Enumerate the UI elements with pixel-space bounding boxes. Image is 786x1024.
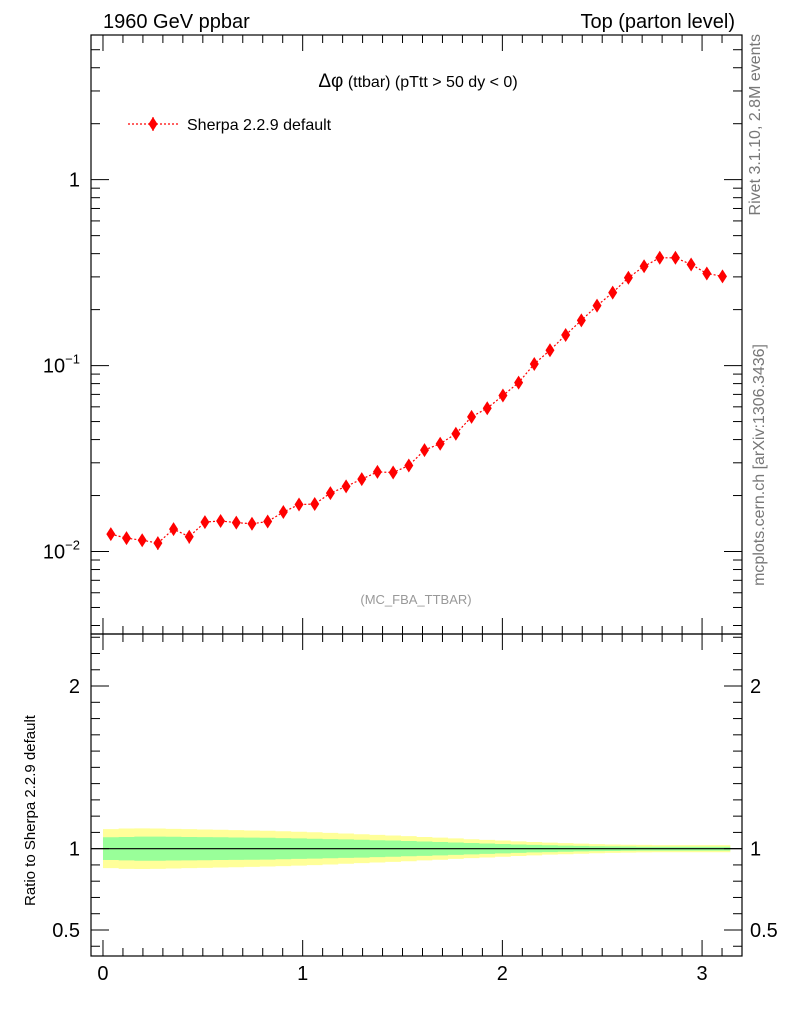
ratio-panel: 0.5 1 2 0.5 1 2 0 1 2 3 Ratio to Sherpa … [22, 633, 778, 985]
data-point [623, 270, 633, 285]
series-sherpa [106, 250, 727, 551]
data-point [122, 531, 132, 546]
data-point [608, 285, 618, 300]
ratio-y-tick-label-1: 1 [69, 839, 80, 861]
data-point [686, 257, 696, 272]
ratio-right-tick-label-1: 1 [750, 839, 761, 861]
rivet-version-label: Rivet 3.1.10, 2.8M events [747, 34, 764, 215]
data-point [372, 464, 382, 479]
data-point [514, 375, 524, 390]
data-point [435, 436, 445, 451]
process-label: Top (parton level) [580, 11, 735, 33]
data-point [341, 479, 351, 494]
main-axis-ticks [91, 34, 742, 634]
data-point [717, 269, 727, 284]
ratio-y-tick-label-2: 2 [69, 676, 80, 698]
data-point [576, 313, 586, 328]
legend: Sherpa 2.2.9 default [128, 117, 332, 134]
data-point [137, 533, 147, 548]
ratio-axis-ticks [91, 634, 742, 956]
analysis-tag: (MC_FBA_TTBAR) [360, 592, 471, 607]
data-point [231, 515, 241, 530]
legend-entry-sherpa: Sherpa 2.2.9 default [187, 117, 332, 134]
data-point [357, 472, 367, 487]
ratio-y-axis-label: Ratio to Sherpa 2.2.9 default [22, 714, 39, 906]
y-tick-label-1e-1: 10−1 [43, 352, 80, 378]
data-point [106, 527, 116, 542]
data-point [294, 497, 304, 512]
data-point [247, 516, 257, 531]
data-point [278, 505, 288, 520]
data-point [216, 513, 226, 528]
x-tick-label-0: 0 [97, 963, 108, 985]
data-point [404, 458, 414, 473]
data-point [498, 388, 508, 403]
data-point [467, 409, 477, 424]
x-tick-label-3: 3 [696, 963, 707, 985]
ratio-frame [90, 633, 743, 957]
ratio-right-tick-label-0.5: 0.5 [750, 920, 778, 942]
data-point [388, 465, 398, 480]
data-point [200, 515, 210, 530]
data-point [310, 497, 320, 512]
data-point [545, 343, 555, 358]
data-point [153, 536, 163, 551]
ratio-right-tick-label-2: 2 [750, 676, 761, 698]
x-tick-label-1: 1 [297, 963, 308, 985]
data-point [451, 426, 461, 441]
data-point [670, 250, 680, 265]
mcplots-reference-label: mcplots.cern.ch [arXiv:1306.3436] [751, 344, 768, 586]
legend-marker [148, 117, 158, 131]
data-point [639, 259, 649, 274]
data-point [529, 356, 539, 371]
data-point [561, 328, 571, 343]
series-line [110, 257, 723, 544]
data-point [263, 514, 273, 529]
data-point [655, 250, 665, 265]
data-point [482, 401, 492, 416]
x-tick-label-2: 2 [497, 963, 508, 985]
main-y-tick-labels: 10−2 10−1 1 [43, 170, 80, 564]
energy-label: 1960 GeV ppbar [103, 11, 250, 33]
main-panel: 10−2 10−1 1 Δφ (ttbar) (pTtt > 50 dy < 0… [43, 34, 743, 635]
data-point [592, 298, 602, 313]
ratio-y-tick-label-0.5: 0.5 [52, 920, 80, 942]
data-point [420, 443, 430, 458]
y-tick-label-1e-2: 10−2 [43, 538, 80, 564]
y-tick-label-1: 1 [69, 170, 80, 192]
data-point [169, 522, 179, 537]
data-point [184, 529, 194, 544]
plot-title: Δφ (ttbar) (pTtt > 50 dy < 0) [318, 71, 517, 92]
data-point [702, 266, 712, 281]
data-point [325, 486, 335, 501]
